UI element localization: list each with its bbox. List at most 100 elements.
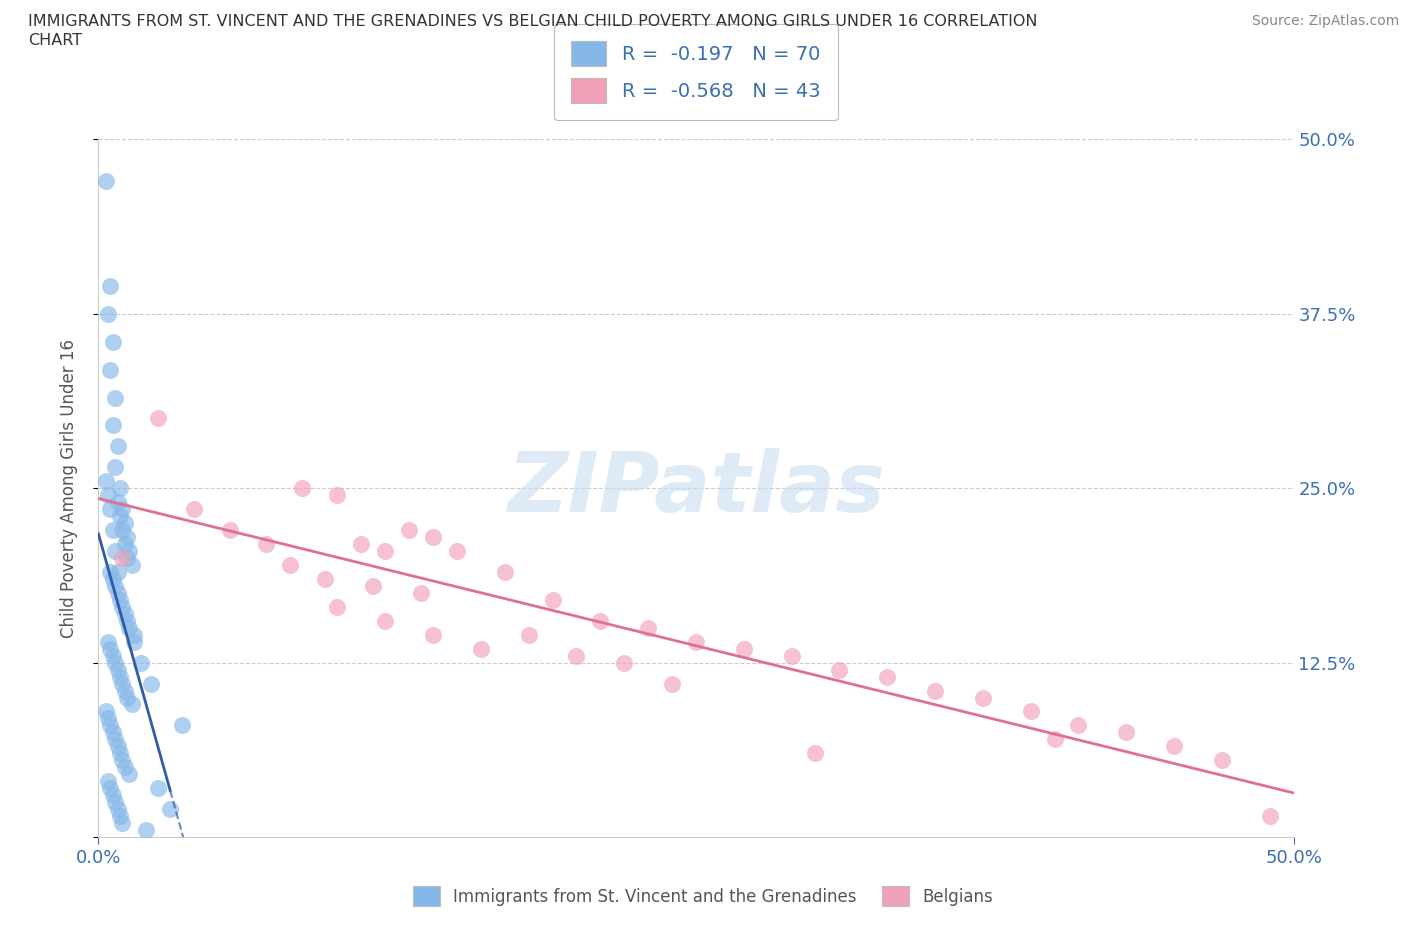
Point (1019, 704, 1042, 719)
Point (104, 460, 127, 474)
Point (517, 628, 540, 643)
Point (589, 614, 612, 629)
Point (114, 606, 136, 621)
Point (107, 565, 129, 579)
Point (290, 481, 312, 496)
Point (1258, 809, 1281, 824)
Point (104, 794, 127, 809)
Point (661, 676, 683, 691)
Point (114, 683, 136, 698)
Point (111, 753, 134, 768)
Text: CHART: CHART (28, 33, 82, 47)
Point (107, 495, 129, 510)
Point (685, 634, 707, 649)
Point (733, 642, 755, 657)
Point (924, 683, 946, 698)
Point (115, 530, 138, 545)
Point (121, 558, 143, 573)
Point (118, 766, 141, 781)
Point (148, 411, 170, 426)
Point (780, 648, 803, 663)
Point (326, 600, 349, 615)
Point (124, 634, 146, 649)
Point (1211, 753, 1233, 768)
Point (101, 334, 124, 349)
Point (541, 592, 564, 607)
Point (828, 662, 851, 677)
Point (422, 628, 444, 643)
Point (107, 738, 129, 753)
Point (98, 502, 122, 517)
Point (107, 439, 129, 454)
Point (101, 725, 124, 740)
Point (98, 279, 122, 294)
Point (876, 670, 898, 684)
Point (98, 363, 122, 378)
Text: Source: ZipAtlas.com: Source: ZipAtlas.com (1251, 14, 1399, 28)
Point (972, 690, 994, 705)
Point (101, 788, 124, 803)
Point (97, 711, 120, 725)
Point (121, 698, 143, 712)
Legend: Immigrants from St. Vincent and the Grenadines, Belgians: Immigrants from St. Vincent and the Gren… (406, 880, 1000, 912)
Point (111, 816, 134, 830)
Point (108, 481, 131, 496)
Point (315, 571, 337, 587)
Point (111, 551, 134, 565)
Point (98, 565, 122, 579)
Point (104, 543, 127, 558)
Text: IMMIGRANTS FROM ST. VINCENT AND THE GRENADINES VS BELGIAN CHILD POVERTY AMONG GI: IMMIGRANTS FROM ST. VINCENT AND THE GREN… (28, 14, 1038, 29)
Point (254, 537, 277, 551)
Point (1043, 732, 1066, 747)
Point (278, 558, 301, 573)
Point (374, 614, 396, 629)
Point (101, 648, 124, 663)
Point (446, 543, 468, 558)
Point (98, 781, 122, 796)
Point (104, 732, 127, 747)
Point (115, 551, 138, 565)
Point (118, 620, 141, 635)
Point (101, 418, 124, 433)
Point (104, 578, 127, 593)
Point (115, 614, 138, 629)
Point (1115, 725, 1137, 740)
Point (804, 746, 827, 761)
Point (374, 543, 396, 558)
Text: ZIPatlas: ZIPatlas (508, 447, 884, 529)
Point (219, 523, 242, 538)
Legend: R =  -0.197   N = 70, R =  -0.568   N = 43: R = -0.197 N = 70, R = -0.568 N = 43 (554, 23, 838, 120)
Point (411, 586, 433, 601)
Point (637, 620, 659, 635)
Point (108, 592, 131, 607)
Point (107, 662, 129, 677)
Point (108, 746, 131, 761)
Point (1067, 718, 1090, 733)
Point (118, 543, 141, 558)
Point (124, 628, 146, 643)
Point (107, 586, 129, 601)
Point (104, 656, 127, 671)
Point (159, 802, 181, 817)
Point (111, 523, 134, 538)
Point (135, 823, 157, 838)
Point (101, 571, 124, 587)
Point (363, 578, 385, 593)
Point (94, 174, 117, 189)
Point (97, 307, 120, 322)
Point (108, 509, 131, 524)
Point (114, 515, 136, 530)
Point (1163, 738, 1185, 753)
Point (98, 642, 122, 657)
Point (111, 676, 134, 691)
Y-axis label: Child Poverty Among Girls Under 16: Child Poverty Among Girls Under 16 (59, 339, 77, 638)
Point (94, 474, 117, 489)
Point (326, 487, 349, 502)
Point (470, 642, 492, 657)
Point (131, 656, 153, 671)
Point (97, 487, 120, 502)
Point (115, 690, 138, 705)
Point (183, 502, 205, 517)
Point (111, 502, 134, 517)
Point (398, 523, 420, 538)
